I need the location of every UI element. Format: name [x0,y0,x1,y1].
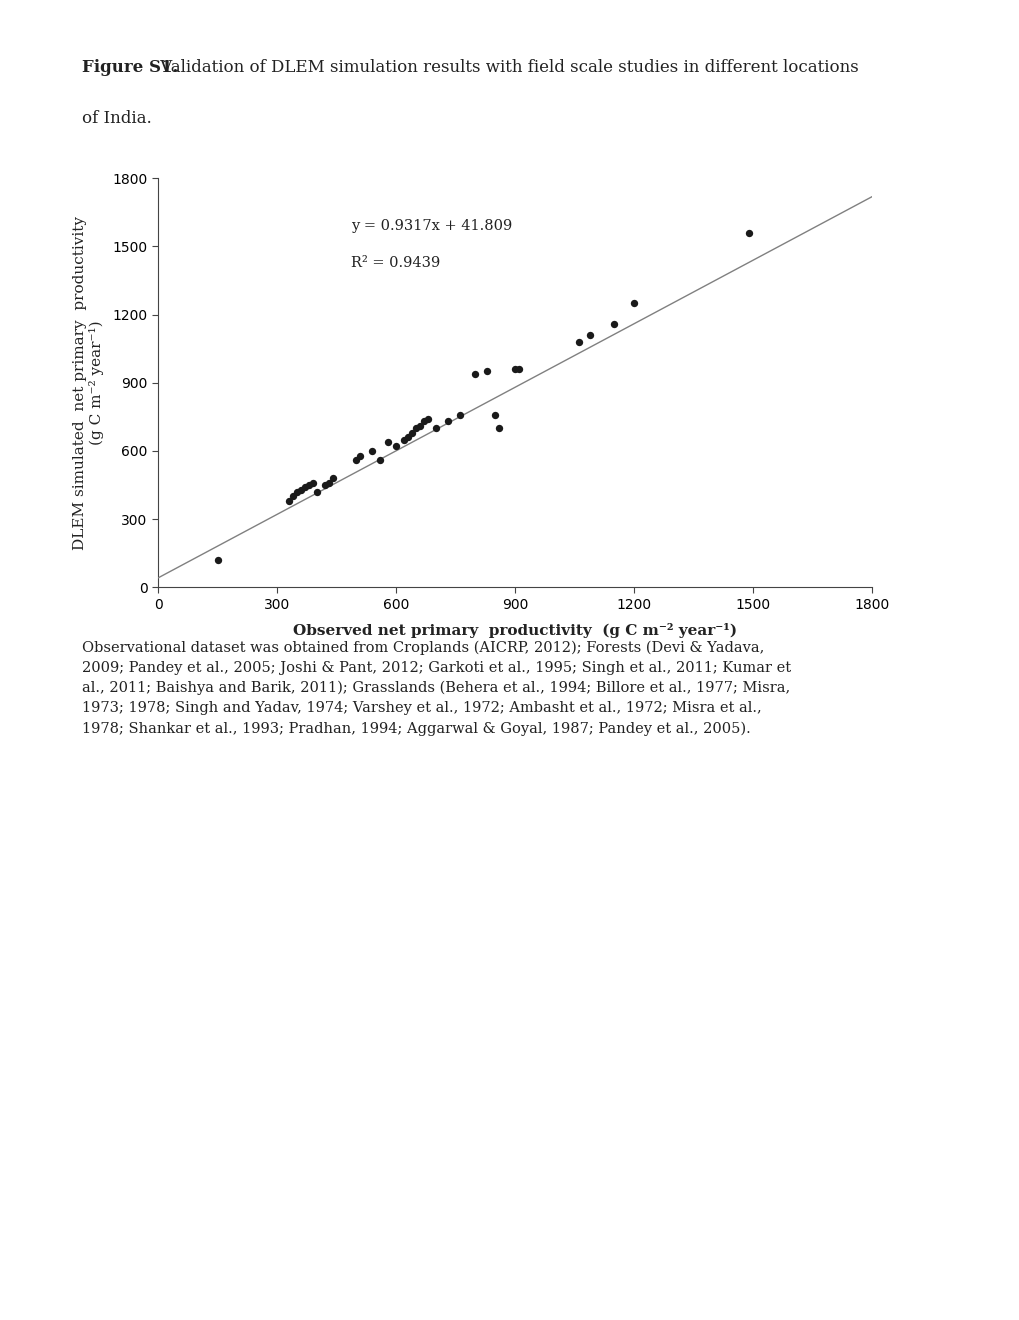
Point [412,416,428,437]
Point [316,475,332,496]
Point [626,293,642,314]
Point [284,486,301,507]
Point [301,475,317,496]
Point [209,549,225,570]
Point [416,411,432,432]
Text: Observational dataset was obtained from Croplands (AICRP, 2012); Forests (Devi &: Observational dataset was obtained from … [82,640,790,737]
X-axis label: Observed net primary  productivity  (g C m⁻² year⁻¹): Observed net primary productivity (g C m… [292,623,737,638]
Text: y = 0.9317x + 41.809: y = 0.9317x + 41.809 [351,219,512,234]
Y-axis label: DLEM simulated  net primary  productivity
(g C m⁻² year⁻¹): DLEM simulated net primary productivity … [72,215,104,550]
Point [399,426,416,447]
Point [740,222,756,243]
Point [347,450,364,471]
Point [490,417,506,438]
Text: Figure S1.: Figure S1. [82,59,177,77]
Point [419,409,435,430]
Point [506,359,523,380]
Point [292,479,309,500]
Point [487,404,503,425]
Point [570,331,586,352]
Point [395,429,412,450]
Point [467,363,483,384]
Point [324,467,340,488]
Point [511,359,527,380]
Point [352,445,368,466]
Point [439,411,455,432]
Point [320,473,336,494]
Point [605,313,622,334]
Point [451,404,468,425]
Point [297,477,313,498]
Point [404,422,420,444]
Point [427,417,443,438]
Point [288,482,305,503]
Point [372,450,388,471]
Point [305,473,321,494]
Text: R² = 0.9439: R² = 0.9439 [351,256,440,271]
Point [582,325,598,346]
Point [280,491,297,512]
Point [387,436,404,457]
Point [380,432,396,453]
Text: Validation of DLEM simulation results with field scale studies in different loca: Validation of DLEM simulation results wi… [155,59,858,77]
Text: of India.: of India. [82,110,151,127]
Point [479,360,495,381]
Point [309,482,325,503]
Point [408,417,424,438]
Point [364,441,380,462]
